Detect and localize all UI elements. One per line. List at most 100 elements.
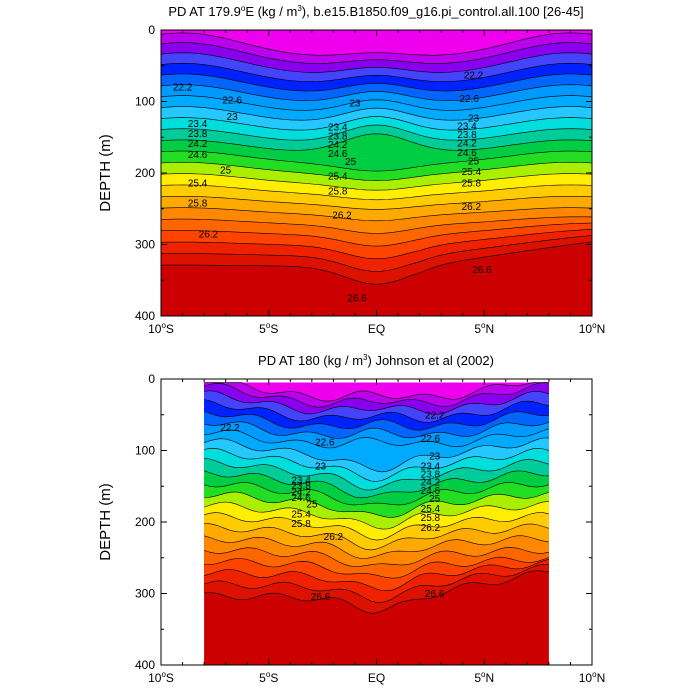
contour-label: 23 xyxy=(227,112,239,123)
contour-label: 23.8 xyxy=(291,481,311,492)
contour-line xyxy=(204,447,549,482)
contour-line xyxy=(161,42,592,64)
contour-line xyxy=(161,124,592,141)
contour-line xyxy=(204,428,549,449)
contour-line xyxy=(204,523,549,551)
contour-line xyxy=(204,535,549,559)
contour-label: 26.2 xyxy=(462,202,482,213)
y-tick-label: 400 xyxy=(135,309,155,323)
panel-observations: PD AT 180 (kg / m3) Johnson et al (2002)… xyxy=(97,353,605,685)
x-tick-label: 5oN xyxy=(474,670,494,685)
y-axis-label: DEPTH (m) xyxy=(97,134,114,212)
contour-label: 25 xyxy=(220,166,232,177)
contour-line xyxy=(204,570,549,614)
contour-label: 22.6 xyxy=(421,434,441,445)
contour-label: 24.6 xyxy=(457,148,477,159)
contour-line xyxy=(161,106,592,121)
contour-label: 22.2 xyxy=(173,83,193,94)
contour-lines xyxy=(161,32,592,285)
y-tick-label: 400 xyxy=(135,658,155,672)
contour-label: 23 xyxy=(349,98,361,109)
contour-line xyxy=(161,173,592,191)
contour-field xyxy=(161,30,592,316)
contour-line xyxy=(204,437,549,473)
x-tick-label: EQ xyxy=(368,671,385,685)
contour-label: 25.4 xyxy=(328,171,348,182)
contour-line xyxy=(204,556,549,579)
contour-label: 23.4 xyxy=(421,462,441,473)
y-tick-label: 200 xyxy=(135,166,155,180)
contour-label: 24.2 xyxy=(291,488,311,499)
contour-label: 22.2 xyxy=(425,410,445,421)
contour-line xyxy=(161,52,592,73)
contour-line xyxy=(204,421,549,439)
contour-label: 26.6 xyxy=(425,589,445,600)
contour-label: 23.4 xyxy=(188,119,208,130)
contour-labels: 22.222.62323.423.824.224.62525.425.826.2… xyxy=(173,71,492,305)
contour-label: 23.4 xyxy=(291,475,311,486)
contour-label: 23.8 xyxy=(188,129,208,140)
contour-label: 23 xyxy=(315,462,327,473)
contour-label: 24.2 xyxy=(421,478,441,489)
contour-line xyxy=(161,222,592,247)
contour-line xyxy=(161,116,592,131)
contour-label: 26.2 xyxy=(332,211,352,222)
contour-labels: 22.222.62323.423.824.224.62525.425.826.2… xyxy=(220,410,445,603)
contour-label: 25.8 xyxy=(291,519,311,530)
contour-line xyxy=(204,390,549,415)
contour-label: 24.6 xyxy=(188,150,208,161)
contour-line xyxy=(161,32,592,56)
y-tick-label: 100 xyxy=(135,95,155,109)
x-tick-label: 5oS xyxy=(259,321,278,336)
contour-line xyxy=(204,482,549,506)
y-tick-label: 100 xyxy=(135,444,155,458)
contour-label: 23.8 xyxy=(421,470,441,481)
contour-label: 22.6 xyxy=(459,94,479,105)
x-tick-label: 10oN xyxy=(579,670,605,685)
x-tick-label: 5oS xyxy=(259,670,278,685)
contour-label: 24.2 xyxy=(188,139,208,150)
y-axis-label: DEPTH (m) xyxy=(97,483,114,561)
contour-label: 24.6 xyxy=(421,486,441,497)
contour-label: 24.2 xyxy=(328,140,348,151)
contour-lines xyxy=(204,382,549,614)
contour-line xyxy=(161,62,592,82)
contour-line xyxy=(204,399,549,423)
contour-line xyxy=(204,382,549,408)
contour-line xyxy=(204,382,549,402)
y-tick-label: 300 xyxy=(135,587,155,601)
y-tick-label: 0 xyxy=(148,372,155,386)
contour-label: 25 xyxy=(429,494,441,505)
contour-label: 22.2 xyxy=(220,423,240,434)
contour-line xyxy=(204,491,549,518)
contour-label: 23 xyxy=(468,113,480,124)
contour-band xyxy=(204,382,549,402)
x-tick-label: 5oN xyxy=(474,321,494,336)
x-tick-label: EQ xyxy=(368,322,385,336)
contour-line xyxy=(161,150,592,172)
contour-line xyxy=(204,501,549,530)
panel-model: PD AT 179.9oE (kg / m3), b.e15.B1850.f09… xyxy=(97,4,605,336)
contour-label: 25.8 xyxy=(328,186,348,197)
contour-label: 23 xyxy=(429,452,441,463)
contour-label: 24.6 xyxy=(328,149,348,160)
contour-label: 26.6 xyxy=(311,592,331,603)
contour-line xyxy=(204,559,549,592)
contour-label: 23.4 xyxy=(457,121,477,132)
contour-line xyxy=(161,229,592,260)
contour-line xyxy=(204,512,549,541)
contour-label: 25.4 xyxy=(291,510,311,521)
contour-line xyxy=(161,235,592,272)
contour-label: 23.8 xyxy=(457,130,477,141)
contour-line xyxy=(161,133,592,151)
contour-label: 25 xyxy=(306,500,318,511)
contour-label: 23.4 xyxy=(328,123,348,134)
contour-line xyxy=(161,73,592,92)
contour-label: 25 xyxy=(468,156,480,167)
contour-label: 25.8 xyxy=(462,179,482,190)
contour-line xyxy=(204,547,549,567)
x-tick-label: 10oN xyxy=(579,321,605,336)
